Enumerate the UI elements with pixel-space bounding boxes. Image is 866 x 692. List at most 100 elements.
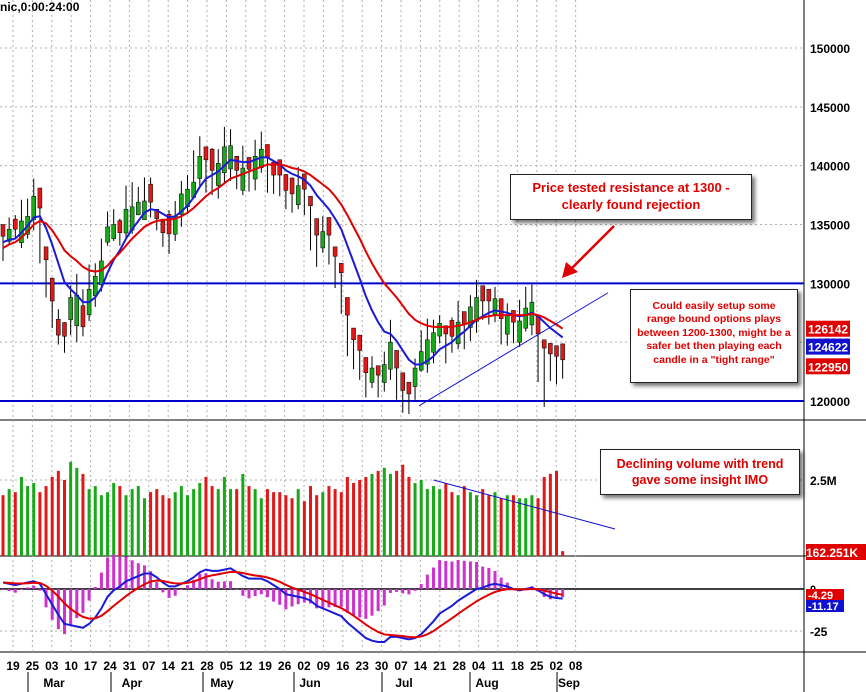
volume-bar [118,486,122,556]
volume-bar [321,492,325,556]
candle-body [160,220,166,233]
volume-trendline [433,479,616,530]
oscillator-histogram-bar [1,589,5,590]
volume-bar [536,498,540,556]
oscillator-histogram-bar [548,589,552,600]
volume-annotation: Declining volume with trend gave some in… [600,449,800,495]
candle-body [148,183,153,203]
oscillator-histogram-bar [475,561,479,589]
candle-body [406,381,412,395]
oscillator-value-tag-box [806,600,844,612]
oscillator-histogram-bar [63,589,66,635]
oscillator-histogram-bar [327,589,331,608]
day-label: 17 [84,659,98,673]
day-label: 21 [181,659,195,673]
volume-bar [475,495,479,556]
volume-bar [99,495,103,556]
volume-bar [352,483,356,556]
oscillator-histogram-bar [186,585,189,589]
candle-body [363,357,369,374]
oscillator-histogram-bar [75,589,79,619]
candle-body [492,298,498,315]
oscillator-histogram-bar [192,579,196,589]
oscillator-histogram-bar [235,589,239,590]
oscillator-histogram-bar [450,561,454,589]
candle-body [123,208,129,234]
volume-bar [468,492,472,556]
candle-body [271,161,276,176]
volume-bar [493,492,497,556]
day-label: 31 [123,659,137,673]
volume-bar [32,483,36,556]
oscillator-histogram-bar [284,589,288,610]
price-tag-box [806,338,850,355]
month-label: Aug [475,676,498,690]
volume-bar [432,486,435,556]
volume-bar [395,470,399,556]
volume-bar [278,492,282,556]
candle-body [357,334,362,351]
oscillator-histogram-bar [259,589,263,595]
candle-body [468,306,473,328]
volume-bar [419,480,423,556]
day-label: 11 [492,659,505,673]
volume-bar [438,489,442,556]
candle-body [265,144,270,158]
volume-bar [290,498,294,556]
oscillator-histogram-bar [241,589,245,596]
candle-body [31,196,36,220]
oscillator-histogram-bar [425,574,429,589]
oscillator-histogram-bar [93,587,97,589]
candle-body [455,321,461,345]
volume-bar [505,495,509,556]
candle-body [369,367,375,383]
oscillator-histogram-bar [142,565,146,589]
volume-bar [333,489,337,556]
candle-body [93,276,98,297]
day-label: 16 [336,659,350,673]
candle-body [154,208,159,219]
resistance-annotation: Price tested resistance at 1300 - clearl… [510,174,752,220]
volume-bar [296,489,300,556]
oscillator-histogram-bar [272,589,276,602]
candle-body [412,367,418,387]
candle-body [517,320,522,343]
candle-body [49,277,55,302]
oscillator-histogram-bar [229,581,233,589]
oscillator-histogram-bar [56,589,60,630]
candle-body [203,146,209,161]
oscillator-histogram-bar [388,589,392,593]
candle-body [314,218,319,236]
oscillator-signal-line [2,570,563,639]
oscillator-histogram-bar [124,556,128,589]
volume-bar [499,498,503,556]
oscillator-histogram-bar [382,589,386,606]
volume-bar [161,495,165,556]
oscillator-histogram-bar [32,585,36,589]
volume-bar [345,476,349,556]
volume-bar [210,486,214,556]
day-label: 08 [569,659,583,673]
volume-bar [401,464,405,556]
candle-body [0,224,6,237]
candle-body [234,156,239,171]
volume-bar [247,486,251,556]
candle-body [111,224,116,240]
volume-bar [192,489,196,556]
candle-body [295,185,301,205]
support-trendline [418,292,609,407]
price-tick-label: 120000 [810,395,850,409]
oscillator-histogram-bar [179,589,183,590]
day-label: 09 [317,659,331,673]
day-label: 14 [414,659,428,673]
oscillator-histogram-bar [401,589,405,594]
month-label: Mar [43,676,65,690]
day-label: 23 [356,659,370,673]
candle-body [326,217,332,236]
price-tick-label: 130000 [810,277,850,291]
candle-body [105,226,110,243]
oscillator-histogram-bar [167,589,171,598]
oscillator-histogram-bar [339,589,343,607]
oscillator-histogram-bar [118,556,122,589]
volume-bar [1,495,5,556]
